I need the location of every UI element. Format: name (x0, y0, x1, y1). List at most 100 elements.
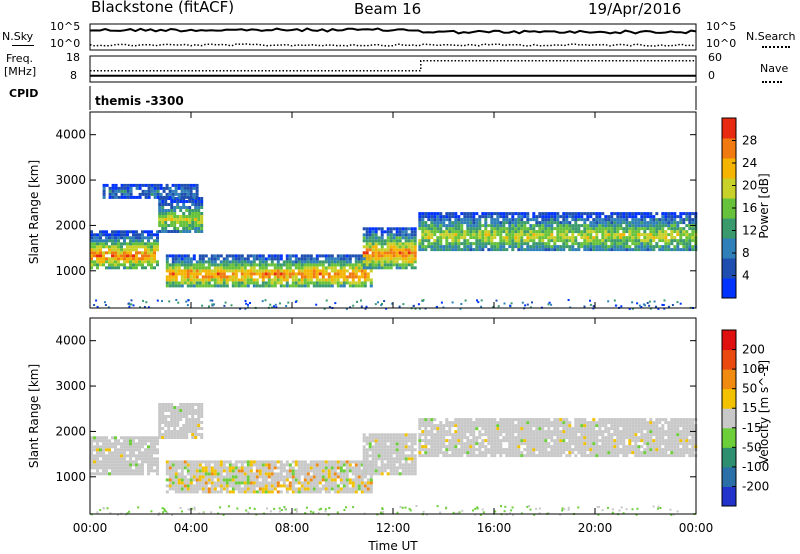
power-cell (318, 254, 322, 258)
velocity-cell (368, 433, 372, 437)
power-cell (553, 239, 557, 243)
power-cell (117, 186, 121, 190)
power-cell (246, 275, 250, 279)
power-cell (108, 186, 112, 190)
velocity-cell (135, 454, 138, 458)
power-cell (368, 230, 372, 234)
power-cell (258, 269, 262, 273)
velocity-cell (300, 469, 304, 473)
power-cell (487, 248, 491, 252)
power-cell (170, 206, 174, 209)
power-cell (454, 218, 458, 222)
velocity-cell (508, 436, 512, 440)
power-cell (200, 206, 204, 209)
power-cell (592, 245, 596, 249)
power-cell (520, 218, 524, 222)
power-cell (161, 206, 165, 209)
velocity-cell (571, 451, 575, 455)
power-cell (658, 248, 662, 252)
power-cell (395, 260, 399, 264)
power-cell (547, 303, 550, 306)
power-cell (664, 230, 668, 234)
velocity-cell (129, 442, 132, 446)
power-cell (297, 272, 301, 276)
velocity-cell (285, 472, 289, 476)
velocity-cell (622, 424, 626, 428)
power-cell (649, 307, 652, 310)
power-cell (153, 189, 157, 193)
velocity-cell (270, 481, 274, 485)
power-cell (207, 275, 211, 279)
velocity-cell (369, 487, 373, 491)
power-cell (132, 257, 135, 261)
power-cell (454, 230, 458, 234)
velocity-cell (164, 430, 168, 433)
power-cell (472, 233, 476, 237)
power-cell (198, 284, 202, 288)
power-cell (427, 218, 431, 222)
velocity-cell (586, 421, 590, 425)
velocity-cell (472, 421, 476, 425)
power-cell (676, 227, 680, 231)
velocity-cell (511, 430, 515, 434)
power-cell (201, 278, 205, 282)
power-cell (243, 263, 247, 267)
power-cell (135, 236, 138, 240)
velocity-cell (264, 469, 268, 473)
power-cell (126, 242, 129, 246)
velocity-cell (246, 469, 250, 473)
velocity-cell (267, 472, 271, 476)
velocity-cell (574, 424, 578, 428)
velocity-cell (188, 421, 192, 424)
power-cell (252, 284, 256, 288)
velocity-cell (258, 487, 262, 491)
velocity-cell (312, 481, 316, 485)
velocity-cell (182, 415, 186, 418)
velocity-cell (330, 487, 334, 491)
power-cell (604, 236, 608, 240)
power-cell (189, 281, 193, 285)
power-cell (571, 212, 575, 216)
velocity-cell (392, 436, 396, 440)
power-cell (601, 227, 605, 231)
power-cell (613, 233, 617, 237)
power-cell (472, 212, 476, 216)
velocity-cell (126, 469, 129, 473)
velocity-cell (186, 484, 190, 488)
velocity-cell (395, 442, 399, 446)
power-cell (180, 281, 184, 285)
velocity-cell (502, 421, 506, 425)
velocity-cell (622, 421, 626, 425)
power-cell (188, 212, 192, 215)
power-cell (366, 278, 370, 282)
power-cell (189, 275, 193, 279)
power-cell (102, 233, 105, 237)
velocity-cell (174, 490, 178, 494)
power-cell (463, 230, 467, 234)
velocity-cell (616, 445, 620, 449)
power-cell (327, 284, 331, 288)
power-cell (667, 227, 671, 231)
power-cell (351, 269, 355, 273)
power-cell (150, 233, 153, 237)
velocity-cell (273, 481, 277, 485)
velocity-cell (472, 430, 476, 434)
power-cell (209, 299, 212, 302)
velocity-cell (583, 427, 587, 431)
power-cell (598, 221, 602, 225)
velocity-cell (607, 433, 611, 437)
power-cell (213, 303, 215, 306)
velocity-cell (502, 436, 506, 440)
velocity-cell (135, 466, 138, 470)
velocity-cell (404, 460, 408, 464)
velocity-cell (407, 445, 411, 449)
power-cell (568, 212, 572, 216)
power-cell (365, 236, 369, 240)
power-cell (123, 266, 126, 270)
power-cell (466, 242, 470, 246)
velocity-cell (386, 460, 390, 464)
power-cell (120, 248, 123, 252)
power-cell (180, 195, 184, 199)
power-cell (454, 233, 458, 237)
power-cell (508, 236, 512, 240)
